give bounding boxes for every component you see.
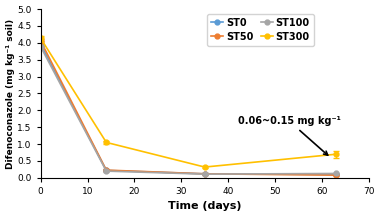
X-axis label: Time (days): Time (days) bbox=[168, 201, 241, 211]
Text: 0.06~0.15 mg kg⁻¹: 0.06~0.15 mg kg⁻¹ bbox=[238, 116, 340, 155]
Legend: ST0, ST50, ST100, ST300: ST0, ST50, ST100, ST300 bbox=[207, 14, 314, 46]
Y-axis label: Difenoconazole (mg kg⁻¹ soil): Difenoconazole (mg kg⁻¹ soil) bbox=[6, 18, 14, 169]
